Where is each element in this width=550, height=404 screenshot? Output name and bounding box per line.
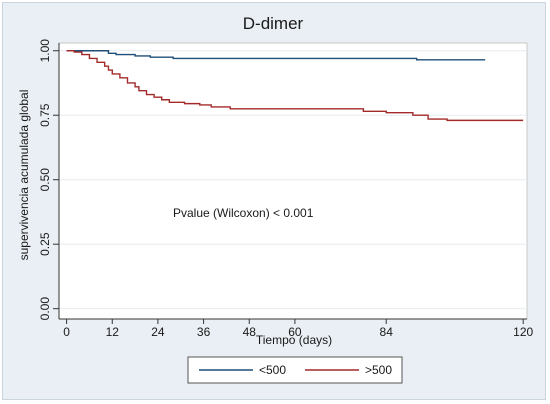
- legend-label-gt500: >500: [365, 363, 392, 377]
- pvalue-annotation: Pvalue (Wilcoxon) < 0.001: [173, 206, 314, 220]
- x-axis-label: Tiempo (days): [256, 333, 332, 347]
- y-tick-label: 0.00: [38, 297, 52, 321]
- x-tick-label: 60: [288, 325, 302, 339]
- y-tick-label: 0.50: [38, 168, 52, 192]
- x-tick-label: 48: [243, 325, 257, 339]
- chart-frame: D-dimer 0.00 0.25 0.50 0.75 1.00 0 12 24 36 48 60…: [2, 2, 546, 400]
- y-tick-label: 1.00: [38, 39, 52, 63]
- survival-line-gt500: [66, 50, 524, 122]
- km-chart: D-dimer 0.00 0.25 0.50 0.75 1.00 0 12 24 36 48 60…: [17, 14, 534, 384]
- legend-label-lt500: <500: [259, 363, 286, 377]
- y-axis-label: supervivencia acumulada global: [17, 90, 31, 261]
- legend: <500 >500: [187, 356, 403, 384]
- x-tick-label: 0: [63, 325, 70, 339]
- y-tick-label: 0.75: [38, 103, 52, 127]
- x-tick-label: 36: [197, 325, 211, 339]
- x-tick-label: 12: [106, 325, 120, 339]
- x-tick-label: 24: [151, 325, 165, 339]
- chart-title: D-dimer: [243, 14, 304, 33]
- x-tick-label: 120: [513, 325, 533, 339]
- survival-line-lt500: [66, 50, 486, 61]
- plot-area: [58, 42, 528, 320]
- x-tick-label: 84: [380, 325, 394, 339]
- y-tick-label: 0.25: [38, 232, 52, 256]
